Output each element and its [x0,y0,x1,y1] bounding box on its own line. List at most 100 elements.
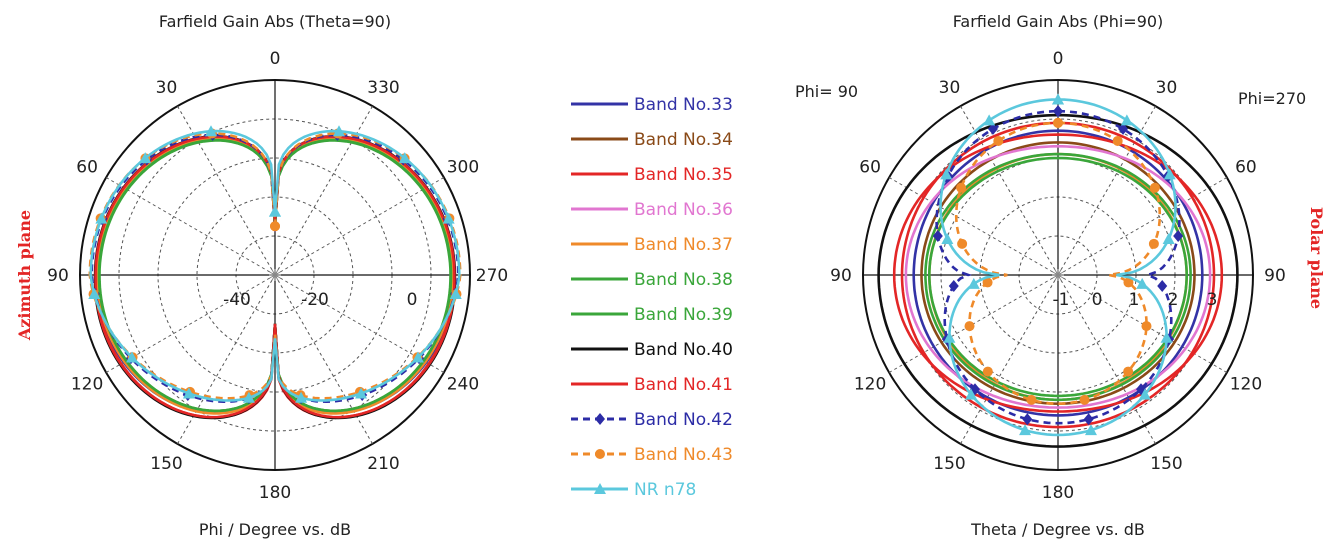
left-series-band-no-41 [94,135,456,419]
legend-label: NR n78 [634,480,696,500]
angle-label: 90 [830,266,852,286]
legend-label: Band No.39 [634,305,733,325]
right-marker [983,114,996,126]
right-series-band-no-42 [935,109,1181,425]
right-marker [943,331,956,343]
right-corner-right: Phi=270 [1238,89,1306,108]
radial-label: -40 [223,290,251,310]
angle-label: 180 [1042,483,1074,503]
center-mark [271,269,279,281]
grid-spoke [105,177,276,276]
right-marker [957,238,968,249]
right-marker [982,277,993,288]
legend-label: Band No.40 [634,340,733,360]
right-marker [1022,413,1033,426]
right-series-nr-n78 [939,98,1177,437]
angle-label: 60 [1235,158,1257,178]
grid-spoke [1057,177,1228,276]
left-side-label: Azimuth plane [15,210,34,341]
left-marker [449,287,462,299]
legend-marker [594,483,606,494]
legend-label: Band No.41 [634,375,733,395]
angle-label: 150 [933,454,965,474]
grid-spoke [960,274,1059,445]
right-marker [1148,238,1159,249]
center-mark [1054,269,1062,281]
legend-item: Band No.43 [571,445,733,465]
angle-label: 0 [270,49,281,69]
angle-label: 150 [1150,454,1182,474]
left-chart-title: Farfield Gain Abs (Theta=90) [159,12,391,31]
left-marker [270,221,280,232]
angle-label: 240 [447,375,479,395]
legend-label: Band No.35 [634,165,733,185]
left-marker [182,387,195,399]
angle-label: 180 [259,483,291,503]
right-marker [1138,388,1151,400]
right-marker [932,229,943,242]
left-marker [242,391,255,403]
radial-label: 0 [407,290,418,310]
legend-item: Band No.34 [571,130,733,150]
legend-item: NR n78 [571,480,696,500]
right-series-band-no-43 [954,121,1162,406]
right-marker [1160,331,1173,343]
right-marker [1162,233,1175,245]
right-marker [1053,117,1063,128]
right-series-band-no-41 [900,121,1216,429]
right-marker [948,279,959,292]
angle-label: 330 [367,78,399,98]
legend-marker [595,449,605,459]
legend-item: Band No.35 [571,165,733,185]
left-polar-curves [88,125,462,420]
left-series-nr-n78 [89,129,461,402]
angle-label: 210 [367,454,399,474]
right-marker [967,277,980,289]
legend-item: Band No.33 [571,95,733,115]
right-marker [1141,321,1152,332]
angle-label: 120 [1230,375,1262,395]
right-marker [1173,229,1184,242]
angle-label: 150 [150,454,182,474]
left-marker [295,391,308,403]
angle-label: 90 [1264,266,1286,286]
right-marker [982,366,993,377]
grid-spoke [1057,274,1156,445]
left-marker [139,152,152,164]
legend-label: Band No.38 [634,270,733,290]
left-marker [355,387,368,399]
legend-label: Band No.37 [634,235,733,255]
left-polar-labels: 0 330 300 270 240 210 180 150 120 90 60 30 -40 -20 0 [47,49,508,503]
radial-label: 3 [1207,290,1218,310]
radial-label: -20 [301,290,329,310]
right-marker [1079,394,1090,405]
angle-label: 30 [1156,78,1178,98]
right-marker [1112,135,1123,146]
right-marker [956,182,967,193]
right-chart-xlabel: Theta / Degree vs. dB [970,520,1145,539]
grid-spoke [960,105,1059,276]
left-marker [126,351,139,363]
left-marker [442,212,455,224]
right-marker [1123,366,1134,377]
angle-label: 0 [1053,49,1064,69]
legend-label: Band No.36 [634,200,733,220]
left-marker [204,125,217,137]
right-marker [940,168,953,180]
right-corner-left: Phi= 90 [795,82,858,101]
legend-label: Band No.33 [634,95,733,115]
angle-label: 300 [447,158,479,178]
legend-label: Band No.43 [634,445,733,465]
right-marker [993,135,1004,146]
angle-label: 270 [476,266,508,286]
angle-label: 60 [76,158,98,178]
right-marker [1019,424,1032,436]
grid-spoke [274,177,445,276]
right-series-band-no-33 [912,129,1204,417]
angle-label: 120 [71,375,103,395]
right-series-band-no-38 [927,156,1189,398]
legend-item: Band No.37 [571,235,733,255]
left-marker [88,287,101,299]
right-marker [1120,114,1133,126]
legend: Band No.33 Band No.34 Band No.35 Band No.36… [571,95,733,500]
